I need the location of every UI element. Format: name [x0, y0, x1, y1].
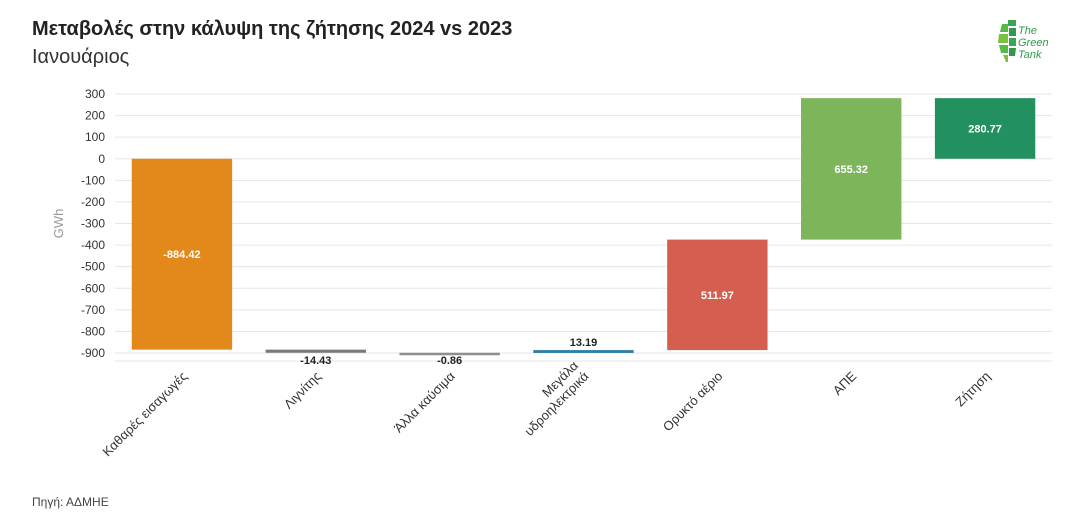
- x-tick-label: Μεγάλαυδροηλεκτρικά: [511, 358, 592, 439]
- data-label: 655.32: [834, 164, 868, 176]
- y-tick-label: -900: [81, 346, 105, 360]
- waterfall-bar: [131, 158, 233, 350]
- y-tick-label: -300: [81, 217, 105, 231]
- x-tick-label: Ορυκτό αέριο: [660, 369, 726, 435]
- x-tick-label-line: Ζήτηση: [952, 369, 993, 410]
- x-tick-label-line: ΑΠΕ: [830, 368, 860, 398]
- y-tick-label: -500: [81, 260, 105, 274]
- y-tick-label: -400: [81, 238, 105, 252]
- data-label: 280.77: [968, 123, 1002, 135]
- data-label: -14.43: [300, 355, 331, 367]
- data-label: -884.42: [163, 249, 200, 261]
- x-tick-label-line: Λιγνίτης: [281, 369, 324, 412]
- waterfall-bar: [801, 98, 902, 240]
- x-tick-label: Λιγνίτης: [281, 369, 324, 412]
- x-tick-label-line: Ορυκτό αέριο: [660, 369, 726, 435]
- x-tick-label-line: Άλλα καύσιμα: [391, 368, 458, 435]
- source-note: Πηγή: ΑΔΜΗΕ: [32, 495, 109, 509]
- waterfall-bar: [667, 239, 768, 351]
- x-tick-label: Καθαρές εισαγωγές: [99, 369, 190, 460]
- y-tick-label: -100: [81, 173, 105, 187]
- logo-text-the: The: [1018, 25, 1037, 37]
- chart-title: Μεταβολές στην κάλυψη της ζήτησης 2024 v…: [32, 18, 513, 40]
- y-tick-label: -800: [81, 324, 105, 338]
- chart-subtitle: Ιανουάριος: [32, 46, 130, 68]
- data-label: 511.97: [701, 290, 734, 302]
- x-tick-label: ΑΠΕ: [830, 368, 860, 398]
- y-tick-label: 100: [85, 130, 105, 144]
- logo-text-tank: Tank: [1018, 49, 1042, 61]
- y-axis-label: GWh: [51, 209, 66, 239]
- x-tick-label-line: Καθαρές εισαγωγές: [99, 369, 190, 460]
- data-label: 13.19: [570, 337, 598, 349]
- logo-text-green: Green: [1018, 37, 1049, 49]
- waterfall-bar: [934, 98, 1036, 159]
- waterfall-bar: [265, 349, 366, 353]
- x-tick-label: Ζήτηση: [952, 369, 993, 410]
- data-label: -0.86: [437, 355, 462, 367]
- y-tick-label: 0: [98, 152, 105, 166]
- green-tank-logo: The Green Tank: [996, 16, 1066, 70]
- x-tick-label: Άλλα καύσιμα: [391, 368, 458, 435]
- leaf-grid-icon: [998, 20, 1016, 62]
- waterfall-bar: [399, 352, 500, 356]
- y-tick-label: -700: [81, 303, 105, 317]
- y-tick-label: 200: [85, 109, 105, 123]
- waterfall-bar: [533, 350, 634, 353]
- y-tick-label: -200: [81, 195, 105, 209]
- y-tick-label: -600: [81, 281, 105, 295]
- y-tick-label: 300: [85, 87, 105, 101]
